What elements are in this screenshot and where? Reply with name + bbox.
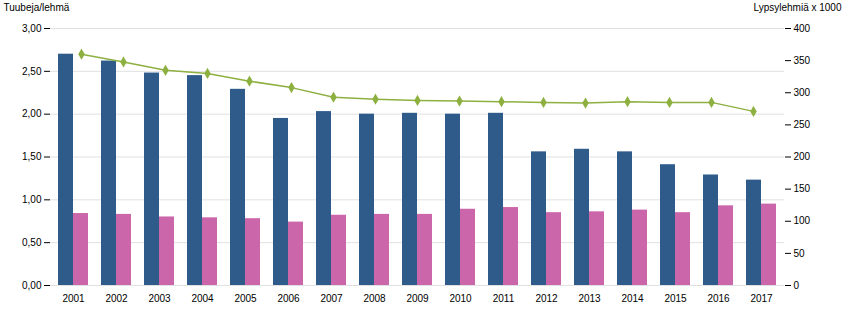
svg-text:2009: 2009 bbox=[406, 293, 429, 304]
svg-text:1,00: 1,00 bbox=[22, 194, 42, 205]
svg-text:2011: 2011 bbox=[493, 293, 515, 304]
svg-text:2,50: 2,50 bbox=[22, 66, 42, 77]
svg-text:0: 0 bbox=[794, 280, 800, 291]
svg-text:0,50: 0,50 bbox=[22, 237, 42, 248]
svg-text:200: 200 bbox=[794, 151, 811, 162]
svg-text:400: 400 bbox=[794, 23, 811, 34]
svg-text:Tuubeja/lehmä: Tuubeja/lehmä bbox=[4, 2, 70, 13]
svg-text:Lypsylehmiä x 1000: Lypsylehmiä x 1000 bbox=[753, 2, 841, 13]
svg-text:2008: 2008 bbox=[363, 293, 386, 304]
svg-text:350: 350 bbox=[794, 55, 811, 66]
svg-text:2006: 2006 bbox=[277, 293, 300, 304]
svg-text:2007: 2007 bbox=[320, 293, 343, 304]
svg-text:2014: 2014 bbox=[621, 293, 644, 304]
svg-text:3,00: 3,00 bbox=[22, 23, 42, 34]
svg-text:2005: 2005 bbox=[234, 293, 257, 304]
svg-text:1,50: 1,50 bbox=[22, 151, 42, 162]
svg-text:100: 100 bbox=[794, 215, 811, 226]
svg-text:2,00: 2,00 bbox=[22, 108, 42, 119]
svg-text:50: 50 bbox=[794, 248, 806, 259]
svg-text:150: 150 bbox=[794, 183, 811, 194]
svg-text:2017: 2017 bbox=[750, 293, 773, 304]
svg-text:2016: 2016 bbox=[707, 293, 730, 304]
svg-text:2010: 2010 bbox=[449, 293, 472, 304]
svg-text:2002: 2002 bbox=[105, 293, 128, 304]
svg-text:250: 250 bbox=[794, 119, 811, 130]
svg-text:2001: 2001 bbox=[62, 293, 85, 304]
svg-text:2013: 2013 bbox=[578, 293, 601, 304]
svg-text:2015: 2015 bbox=[664, 293, 687, 304]
svg-text:0,00: 0,00 bbox=[22, 280, 42, 291]
svg-text:2004: 2004 bbox=[191, 293, 214, 304]
svg-text:300: 300 bbox=[794, 87, 811, 98]
svg-text:2012: 2012 bbox=[535, 293, 558, 304]
svg-text:2003: 2003 bbox=[148, 293, 171, 304]
